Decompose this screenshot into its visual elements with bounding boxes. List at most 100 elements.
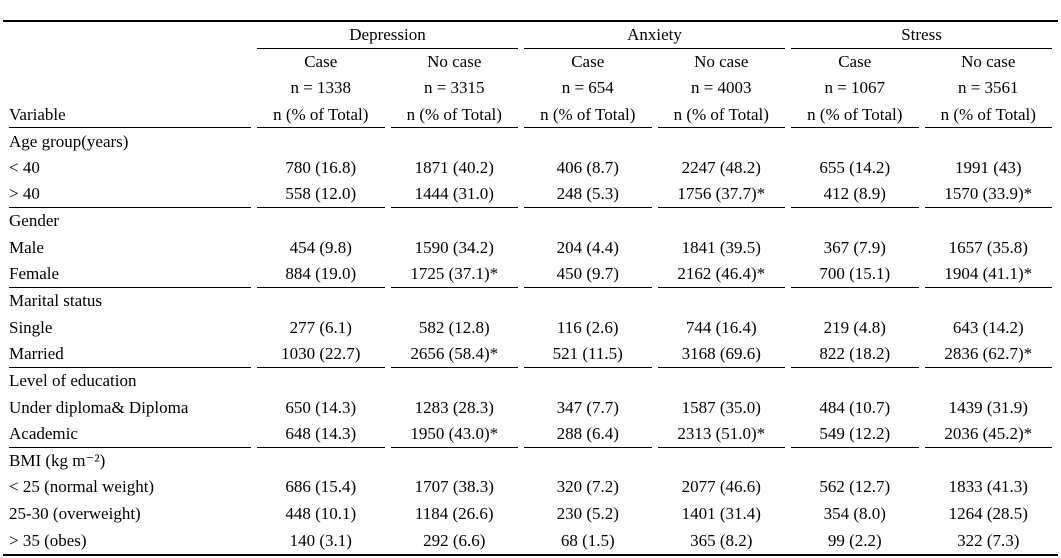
value-cell: 648 (14.3)	[257, 421, 385, 448]
table-row: Male 454 (9.8) 1590 (34.2) 204 (4.4) 1841 (3…	[9, 235, 1052, 262]
table-row: > 40 558 (12.0) 1444 (31.0) 248 (5.3) 1756 (…	[9, 182, 1052, 209]
value-cell: 521 (11.5)	[524, 341, 652, 368]
value-cell: 354 (8.0)	[823, 503, 886, 523]
table-row: Married 1030 (22.7) 2656 (58.4)* 521 (11.5)…	[9, 341, 1052, 368]
value-cell: 1833 (41.3)	[948, 477, 1028, 497]
empty-cell	[925, 128, 1053, 155]
value-cell: 448 (10.1)	[285, 503, 357, 523]
value-cell: 1871 (40.2)	[414, 158, 494, 178]
section-label: Level of education	[9, 371, 137, 391]
measure-header: n (% of Total)	[524, 102, 652, 129]
value-cell: 1570 (33.9)*	[924, 182, 1052, 209]
value-cell: 484 (10.7)	[819, 397, 891, 417]
row-label: Under diploma& Diploma	[9, 397, 189, 417]
sample-size: n = 4003	[690, 78, 752, 98]
empty-cell	[391, 208, 519, 235]
sample-size-row: n = 1338 n = 3315 n = 654 n = 4003 n = 1…	[9, 75, 1052, 102]
value-cell: 582 (12.8)	[418, 317, 490, 337]
row-label: Male	[9, 238, 44, 258]
empty-cell	[925, 448, 1053, 475]
measure-header: n (% of Total)	[390, 102, 518, 129]
empty-cell	[9, 75, 251, 102]
value-cell: 2162 (46.4)*	[657, 261, 785, 288]
row-label: < 25 (normal weight)	[9, 477, 155, 497]
nocase-header: No case	[427, 51, 482, 71]
row-label: > 40	[9, 182, 251, 209]
value-cell: 884 (19.0)	[257, 261, 385, 288]
row-label: Female	[9, 261, 251, 288]
sample-size: n = 3315	[423, 78, 485, 98]
value-cell: 744 (16.4)	[685, 317, 757, 337]
empty-cell	[391, 448, 519, 475]
section-header-row: Marital status	[9, 288, 1052, 315]
empty-cell	[524, 128, 652, 155]
value-cell: 365 (8.2)	[690, 530, 753, 550]
value-cell: 655 (14.2)	[819, 158, 891, 178]
value-cell: 1950 (43.0)*	[390, 421, 518, 448]
value-cell: 558 (12.0)	[257, 182, 385, 209]
case-header: Case	[304, 51, 338, 71]
empty-cell	[925, 288, 1053, 315]
value-cell: 1587 (35.0)	[681, 397, 761, 417]
empty-cell	[925, 208, 1053, 235]
empty-cell	[524, 448, 652, 475]
section-label: Age group(years)	[9, 131, 129, 151]
value-cell: 1439 (31.9)	[948, 397, 1028, 417]
value-cell: 2836 (62.7)*	[924, 341, 1052, 368]
value-cell: 1264 (28.5)	[948, 503, 1028, 523]
group-header-anxiety: Anxiety	[524, 22, 785, 49]
value-cell: 3168 (69.6)	[657, 341, 785, 368]
value-cell: 277 (6.1)	[289, 317, 352, 337]
section-header-row: Age group(years)	[9, 128, 1052, 155]
empty-cell	[791, 208, 919, 235]
value-cell: 320 (7.2)	[556, 477, 619, 497]
value-cell: 1725 (37.1)*	[390, 261, 518, 288]
empty-cell	[257, 368, 385, 395]
section-label: BMI (kg m⁻²)	[9, 450, 106, 470]
sample-size: n = 3561	[957, 78, 1019, 98]
value-cell: 99 (2.2)	[827, 530, 882, 550]
value-cell: 2313 (51.0)*	[657, 421, 785, 448]
case-header: Case	[571, 51, 605, 71]
value-cell: 68 (1.5)	[560, 530, 615, 550]
measure-header-row: Variable n (% of Total) n (% of Total) n…	[9, 102, 1052, 129]
statistics-table: Depression Anxiety Stress Case No case C…	[3, 22, 1058, 554]
value-cell: 406 (8.7)	[556, 158, 619, 178]
value-cell: 450 (9.7)	[524, 261, 652, 288]
value-cell: 412 (8.9)	[791, 182, 919, 209]
value-cell: 2656 (58.4)*	[390, 341, 518, 368]
table-body: Age group(years) < 40 780 (16.8) 1871 (40.2…	[9, 128, 1052, 554]
table-row: 25-30 (overweight) 448 (10.1) 1184 (26.6) 2…	[9, 501, 1052, 528]
sample-size: n = 1067	[824, 78, 886, 98]
value-cell: 248 (5.3)	[524, 182, 652, 209]
table-row: < 40 780 (16.8) 1871 (40.2) 406 (8.7) 2247 (…	[9, 155, 1052, 182]
value-cell: 1991 (43)	[954, 158, 1022, 178]
group-header-row: Depression Anxiety Stress	[9, 22, 1052, 49]
empty-cell	[791, 448, 919, 475]
table-row: < 25 (normal weight) 686 (15.4) 1707 (38.3…	[9, 474, 1052, 501]
row-label: > 35 (obes)	[9, 530, 87, 550]
value-cell: 1657 (35.8)	[948, 238, 1028, 258]
group-header-depression: Depression	[257, 22, 518, 49]
empty-cell	[791, 128, 919, 155]
case-header-row: Case No case Case No case Case No case	[9, 49, 1052, 76]
section-header-row: Level of education	[9, 368, 1052, 395]
group-header-stress: Stress	[791, 22, 1052, 49]
section-label: Marital status	[9, 291, 103, 311]
value-cell: 292 (6.6)	[423, 530, 486, 550]
value-cell: 2077 (46.6)	[681, 477, 761, 497]
section-header-row: BMI (kg m⁻²)	[9, 448, 1052, 475]
empty-cell	[524, 208, 652, 235]
value-cell: 780 (16.8)	[285, 158, 357, 178]
value-cell: 650 (14.3)	[285, 397, 357, 417]
table-row: Under diploma& Diploma 650 (14.3) 1283 (28…	[9, 394, 1052, 421]
value-cell: 219 (4.8)	[823, 317, 886, 337]
measure-header: n (% of Total)	[924, 102, 1052, 129]
value-cell: 140 (3.1)	[289, 530, 352, 550]
value-cell: 2247 (48.2)	[681, 158, 761, 178]
row-label: Academic	[9, 421, 251, 448]
table-container: Depression Anxiety Stress Case No case C…	[3, 20, 1058, 556]
value-cell: 1444 (31.0)	[390, 182, 518, 209]
empty-cell	[257, 288, 385, 315]
value-cell: 686 (15.4)	[285, 477, 357, 497]
